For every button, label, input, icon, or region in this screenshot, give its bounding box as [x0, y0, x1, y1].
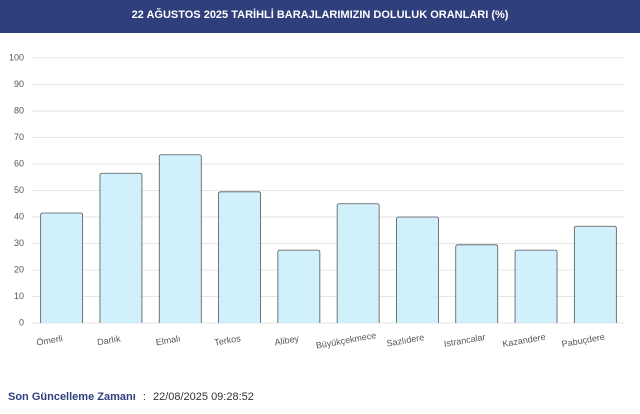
footer-label: Son Güncelleme Zamanı	[8, 391, 136, 403]
bar	[514, 249, 558, 323]
chart-title: 22 AĞUSTOS 2025 TARİHLİ BARAJLARIMIZIN D…	[132, 8, 509, 21]
x-tick-label: Darlık	[96, 333, 121, 347]
footer-separator: :	[143, 391, 146, 403]
y-tick-label: 10	[14, 291, 24, 301]
bar	[40, 212, 84, 323]
bar	[158, 154, 202, 323]
x-tick-label: Sazlıdere	[386, 332, 425, 348]
y-tick-label: 90	[14, 79, 24, 89]
x-tick-label: Alibey	[274, 333, 300, 347]
x-tick-label: Ömerli	[36, 333, 64, 347]
bar	[277, 249, 321, 323]
x-tick-label: Istrancalar	[443, 332, 486, 349]
bar	[573, 225, 617, 323]
y-tick-label: 30	[14, 238, 24, 248]
y-tick-label: 60	[14, 158, 24, 168]
footer: Son Güncelleme Zamanı : 22/08/2025 09:28…	[8, 391, 254, 403]
x-tick-label: Terkos	[214, 333, 242, 348]
y-tick-label: 20	[14, 264, 24, 274]
bar	[396, 216, 439, 323]
x-tick-label: Kazandere	[502, 332, 547, 349]
bar	[218, 191, 261, 323]
y-tick-label: 50	[14, 185, 24, 195]
header-band	[0, 0, 640, 33]
x-tick-label: Pabuçdere	[561, 332, 606, 349]
y-tick-label: 100	[9, 52, 24, 62]
y-tick-label: 70	[14, 132, 24, 142]
y-tick-label: 0	[19, 317, 24, 327]
bar	[336, 203, 380, 323]
footer-timestamp: 22/08/2025 09:28:52	[153, 391, 254, 403]
y-tick-label: 40	[14, 211, 24, 221]
bar	[99, 172, 143, 323]
x-tick-label: Büyükçekmece	[315, 330, 377, 350]
bar	[455, 244, 499, 323]
y-tick-label: 80	[14, 105, 24, 115]
x-tick-label: Elmalı	[155, 333, 181, 347]
